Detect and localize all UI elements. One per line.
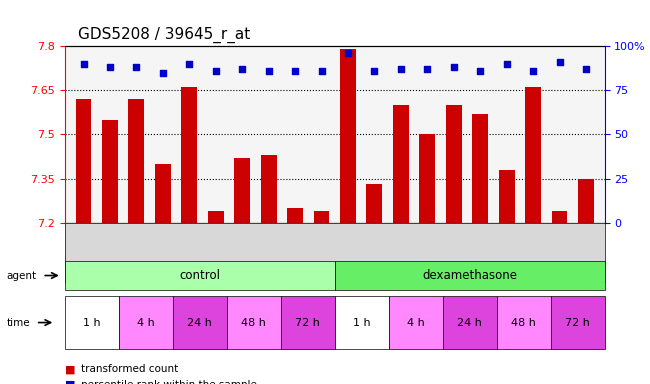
Point bbox=[501, 61, 512, 67]
Point bbox=[554, 59, 565, 65]
Point bbox=[528, 68, 538, 74]
Point bbox=[263, 68, 274, 74]
Text: 48 h: 48 h bbox=[511, 318, 536, 328]
Point bbox=[290, 68, 300, 74]
Text: 72 h: 72 h bbox=[295, 318, 320, 328]
Bar bbox=[578, 179, 594, 223]
Text: 24 h: 24 h bbox=[187, 318, 213, 328]
Point bbox=[317, 68, 327, 74]
Point bbox=[581, 66, 592, 72]
Bar bbox=[208, 211, 224, 223]
Point bbox=[237, 66, 248, 72]
Bar bbox=[313, 211, 330, 223]
Bar bbox=[473, 114, 488, 223]
Text: agent: agent bbox=[6, 270, 36, 281]
Bar bbox=[75, 99, 92, 223]
Bar bbox=[287, 208, 303, 223]
Text: transformed count: transformed count bbox=[81, 364, 179, 374]
Text: 4 h: 4 h bbox=[137, 318, 155, 328]
Text: time: time bbox=[6, 318, 30, 328]
Point bbox=[105, 64, 115, 70]
Point bbox=[211, 68, 221, 74]
Bar bbox=[552, 211, 567, 223]
Text: 1 h: 1 h bbox=[83, 318, 101, 328]
Point bbox=[396, 66, 406, 72]
Point bbox=[131, 64, 142, 70]
Text: ■: ■ bbox=[65, 380, 75, 384]
Point bbox=[158, 70, 168, 76]
Text: control: control bbox=[179, 269, 220, 282]
Point bbox=[422, 66, 432, 72]
Text: 4 h: 4 h bbox=[407, 318, 424, 328]
Bar bbox=[340, 49, 356, 223]
Point bbox=[448, 64, 459, 70]
Point bbox=[343, 50, 353, 56]
Text: percentile rank within the sample: percentile rank within the sample bbox=[81, 380, 257, 384]
Bar bbox=[129, 99, 144, 223]
Text: 48 h: 48 h bbox=[241, 318, 266, 328]
Point bbox=[184, 61, 194, 67]
Text: 1 h: 1 h bbox=[353, 318, 370, 328]
Bar bbox=[525, 87, 541, 223]
Text: dexamethasone: dexamethasone bbox=[422, 269, 517, 282]
Bar bbox=[419, 134, 436, 223]
Bar bbox=[367, 184, 382, 223]
Text: ■: ■ bbox=[65, 364, 75, 374]
Bar bbox=[234, 158, 250, 223]
Point bbox=[475, 68, 486, 74]
Bar bbox=[499, 170, 515, 223]
Bar bbox=[446, 105, 462, 223]
Bar bbox=[261, 155, 276, 223]
Bar bbox=[181, 87, 197, 223]
Text: 24 h: 24 h bbox=[457, 318, 482, 328]
Bar bbox=[155, 164, 171, 223]
Bar bbox=[393, 105, 409, 223]
Text: GDS5208 / 39645_r_at: GDS5208 / 39645_r_at bbox=[78, 27, 250, 43]
Point bbox=[78, 61, 88, 67]
Text: 72 h: 72 h bbox=[565, 318, 590, 328]
Point bbox=[369, 68, 380, 74]
Bar bbox=[102, 120, 118, 223]
